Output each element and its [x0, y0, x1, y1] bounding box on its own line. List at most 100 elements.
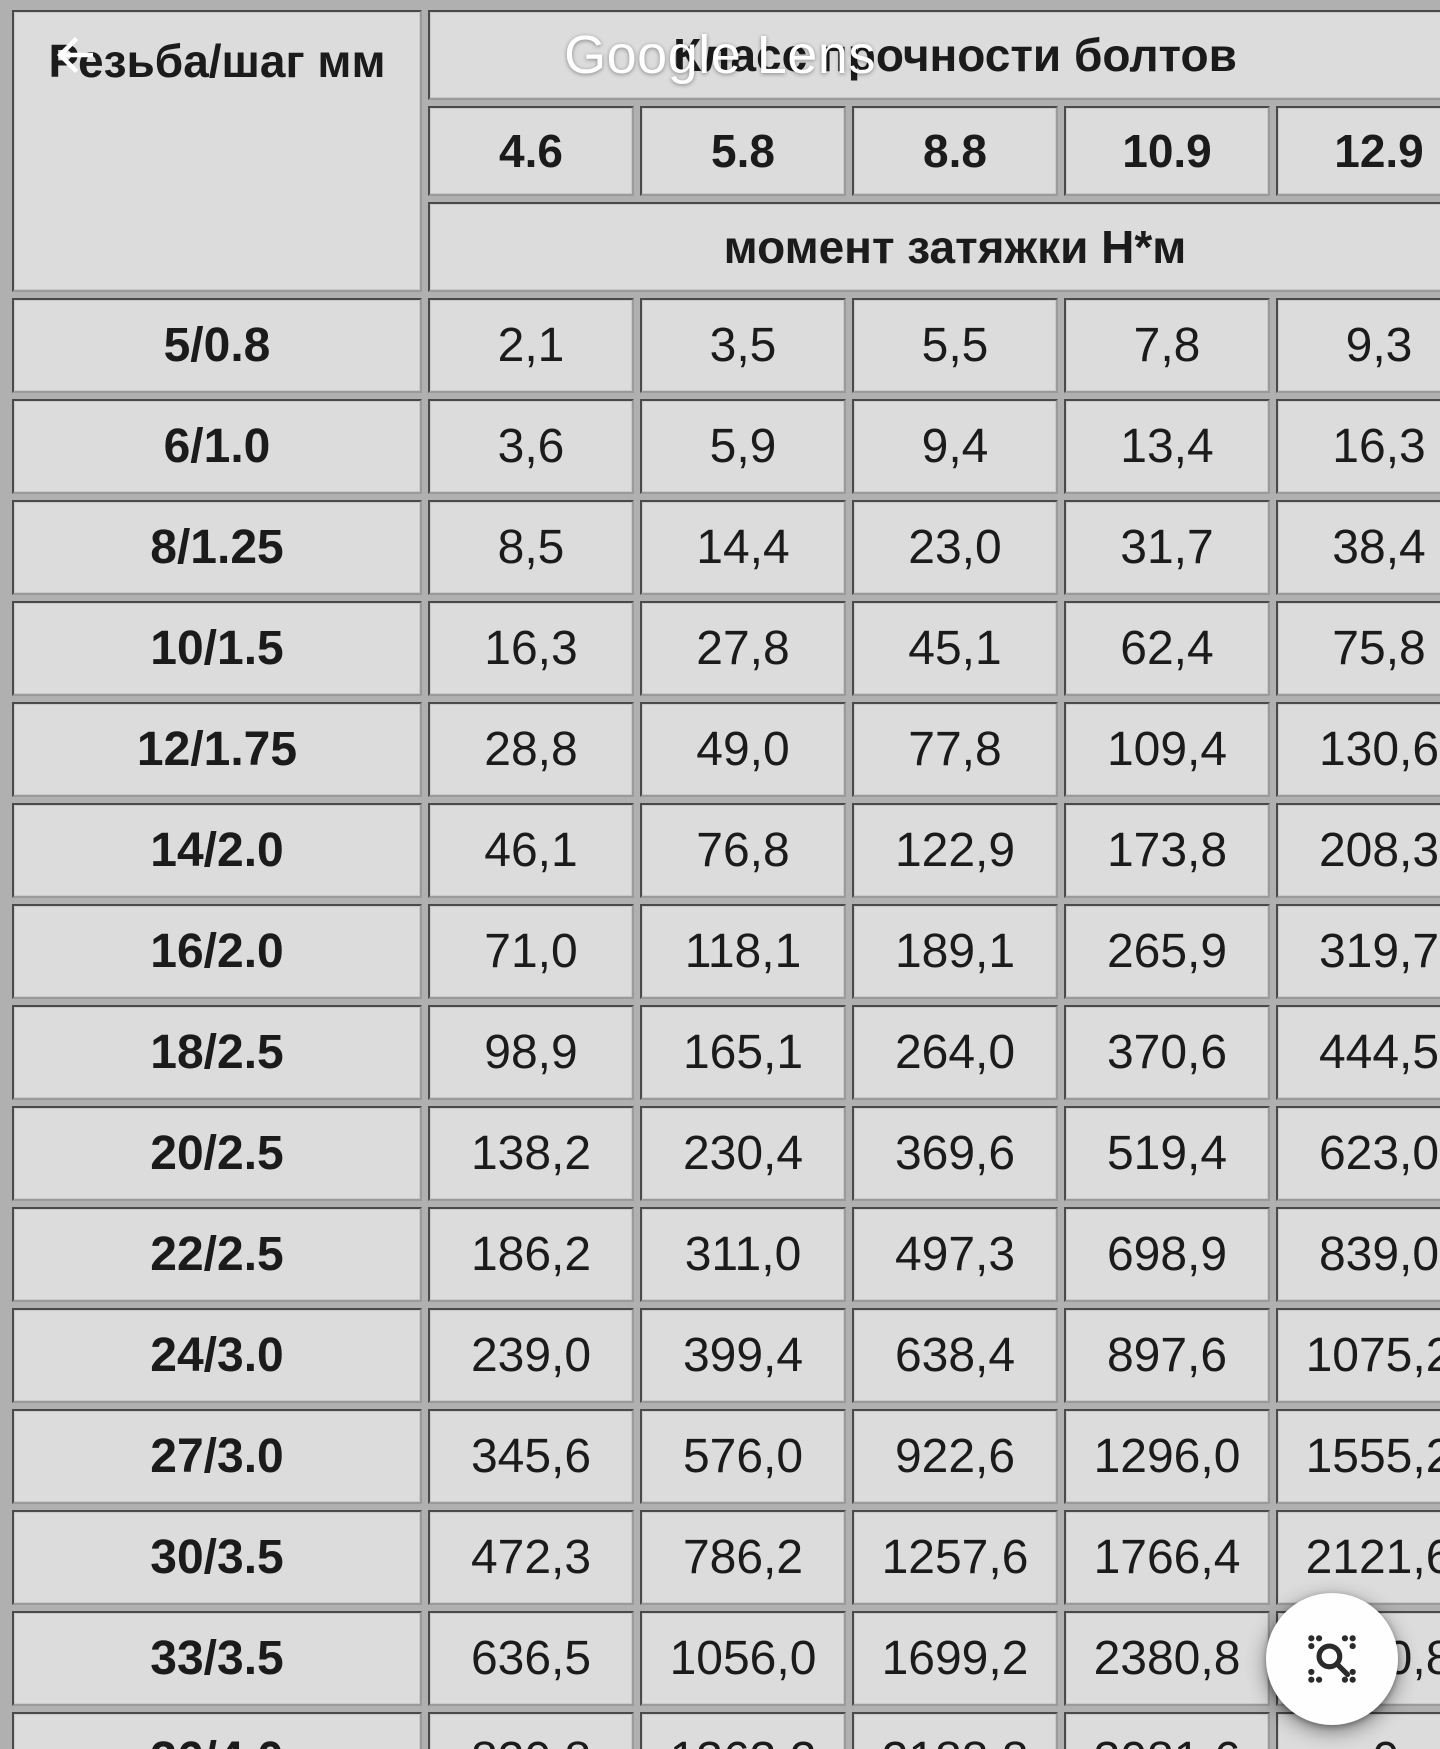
cell: 638,4	[852, 1308, 1058, 1403]
row-label: 14/2.0	[12, 803, 422, 898]
cell: 9,3	[1276, 298, 1440, 393]
row-label: 22/2.5	[12, 1207, 422, 1302]
cell: 1699,2	[852, 1611, 1058, 1706]
cell: 1056,0	[640, 1611, 846, 1706]
cell: 1766,4	[1064, 1510, 1270, 1605]
cell: 109,4	[1064, 702, 1270, 797]
table-row: 16/2.071,0118,1189,1265,9319,7	[12, 904, 1440, 999]
cell: 77,8	[852, 702, 1058, 797]
cell: 636,5	[428, 1611, 634, 1706]
table-header: Резьба/шаг мм Класс прочности болтов 4.6…	[12, 10, 1440, 292]
cell: 897,6	[1064, 1308, 1270, 1403]
header-class-title: Класс прочности болтов	[428, 10, 1440, 100]
row-label: 18/2.5	[12, 1005, 422, 1100]
table-row: 33/3.5636,51056,01699,22380,82860,8	[12, 1611, 1440, 1706]
cell: 186,2	[428, 1207, 634, 1302]
cell: 3,6	[428, 399, 634, 494]
cell: 497,3	[852, 1207, 1058, 1302]
cell: 623,0	[1276, 1106, 1440, 1201]
cell: 28,8	[428, 702, 634, 797]
cell: 576,0	[640, 1409, 846, 1504]
table-row: 24/3.0239,0399,4638,4897,61075,2	[12, 1308, 1440, 1403]
header-class-0: 4.6	[428, 106, 634, 196]
cell: 208,3	[1276, 803, 1440, 898]
table-row: 6/1.03,65,99,413,416,3	[12, 399, 1440, 494]
cell: 98,9	[428, 1005, 634, 1100]
cell: 165,1	[640, 1005, 846, 1100]
cell: 23,0	[852, 500, 1058, 595]
row-label: 12/1.75	[12, 702, 422, 797]
cell: 265,9	[1064, 904, 1270, 999]
arrow-left-icon	[48, 28, 102, 82]
row-label: 20/2.5	[12, 1106, 422, 1201]
cell: 173,8	[1064, 803, 1270, 898]
row-label: 33/3.5	[12, 1611, 422, 1706]
cell: 62,4	[1064, 601, 1270, 696]
cell: 345,6	[428, 1409, 634, 1504]
cell: 786,2	[640, 1510, 846, 1605]
cell: 130,6	[1276, 702, 1440, 797]
cell: 399,4	[640, 1308, 846, 1403]
cell: 3081,6	[1064, 1712, 1270, 1749]
cell: 7,8	[1064, 298, 1270, 393]
table-row: 36/4.0820,81363,22188,83081,6,0	[12, 1712, 1440, 1749]
cell: 14,4	[640, 500, 846, 595]
cell: 1363,2	[640, 1712, 846, 1749]
lens-search-icon	[1301, 1628, 1363, 1690]
cell: 3,5	[640, 298, 846, 393]
lens-viewport: Резьба/шаг мм Класс прочности болтов 4.6…	[0, 0, 1440, 1749]
header-class-2: 8.8	[852, 106, 1058, 196]
cell: 264,0	[852, 1005, 1058, 1100]
cell: 9,4	[852, 399, 1058, 494]
cell: 189,1	[852, 904, 1058, 999]
cell: 45,1	[852, 601, 1058, 696]
cell: 319,7	[1276, 904, 1440, 999]
header-class-1: 5.8	[640, 106, 846, 196]
cell: 1257,6	[852, 1510, 1058, 1605]
cell: 230,4	[640, 1106, 846, 1201]
cell: 519,4	[1064, 1106, 1270, 1201]
cell: 5,9	[640, 399, 846, 494]
cell: 2121,6	[1276, 1510, 1440, 1605]
cell: 75,8	[1276, 601, 1440, 696]
cell: 138,2	[428, 1106, 634, 1201]
table-row: 22/2.5186,2311,0497,3698,9839,0	[12, 1207, 1440, 1302]
cell: 13,4	[1064, 399, 1270, 494]
row-label: 30/3.5	[12, 1510, 422, 1605]
cell: 370,6	[1064, 1005, 1270, 1100]
row-label: 36/4.0	[12, 1712, 422, 1749]
header-class-3: 10.9	[1064, 106, 1270, 196]
cell: 369,6	[852, 1106, 1058, 1201]
cell: 49,0	[640, 702, 846, 797]
cell: 5,5	[852, 298, 1058, 393]
row-label: 27/3.0	[12, 1409, 422, 1504]
cell: 820,8	[428, 1712, 634, 1749]
cell: 922,6	[852, 1409, 1058, 1504]
torque-table-wrap: Резьба/шаг мм Класс прочности болтов 4.6…	[0, 0, 1440, 1749]
cell: 2380,8	[1064, 1611, 1270, 1706]
table-row: 12/1.7528,849,077,8109,4130,6	[12, 702, 1440, 797]
cell: 311,0	[640, 1207, 846, 1302]
row-label: 24/3.0	[12, 1308, 422, 1403]
cell: 1075,2	[1276, 1308, 1440, 1403]
cell: 16,3	[428, 601, 634, 696]
cell: 8,5	[428, 500, 634, 595]
table-row: 10/1.516,327,845,162,475,8	[12, 601, 1440, 696]
row-label: 16/2.0	[12, 904, 422, 999]
cell: 239,0	[428, 1308, 634, 1403]
row-label: 10/1.5	[12, 601, 422, 696]
cell: 122,9	[852, 803, 1058, 898]
torque-table: Резьба/шаг мм Класс прочности болтов 4.6…	[6, 4, 1440, 1749]
table-body: 5/0.82,13,55,57,89,36/1.03,65,99,413,416…	[12, 298, 1440, 1749]
cell: 118,1	[640, 904, 846, 999]
cell: 698,9	[1064, 1207, 1270, 1302]
table-row: 8/1.258,514,423,031,738,4	[12, 500, 1440, 595]
lens-search-fab[interactable]	[1266, 1593, 1398, 1725]
cell: 16,3	[1276, 399, 1440, 494]
cell: 31,7	[1064, 500, 1270, 595]
cell: 1296,0	[1064, 1409, 1270, 1504]
cell: 2,1	[428, 298, 634, 393]
back-button[interactable]	[30, 10, 120, 100]
cell: 76,8	[640, 803, 846, 898]
table-row: 27/3.0345,6576,0922,61296,01555,2	[12, 1409, 1440, 1504]
